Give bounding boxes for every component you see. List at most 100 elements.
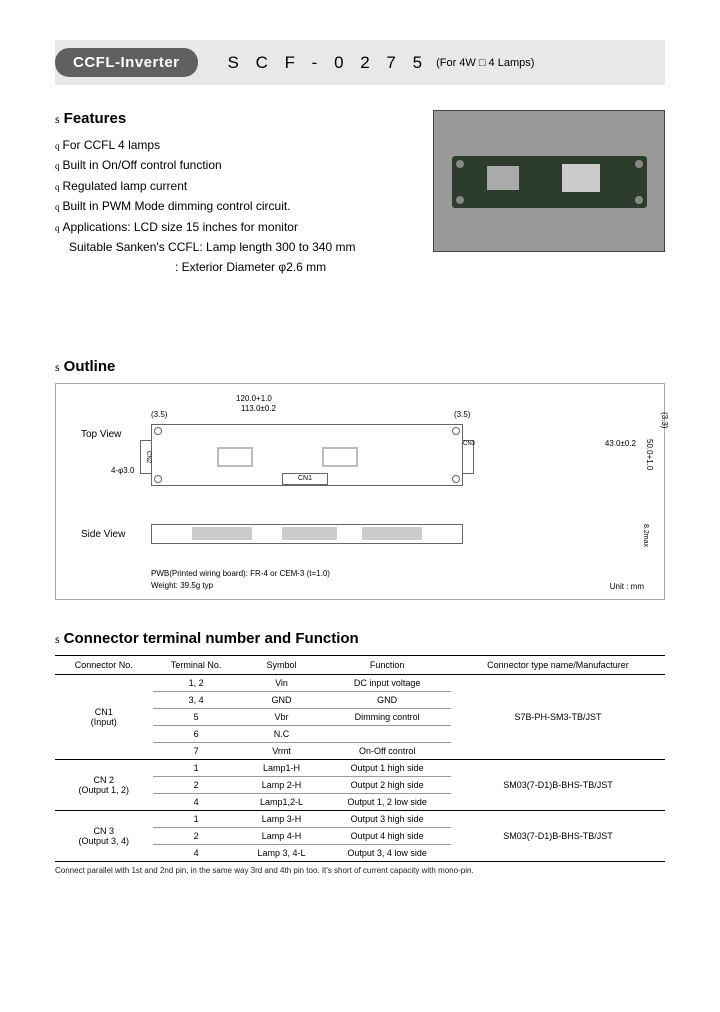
outline-heading: s Outline [55, 358, 665, 375]
dimension-label: (3.5) [454, 410, 470, 419]
side-component [282, 527, 337, 540]
features-row: s Features qFor CCFL 4 lamps qBuilt in On… [55, 110, 665, 278]
table-cell: On-Off control [323, 742, 451, 759]
table-cell: Vbr [240, 708, 324, 725]
table-cell: 5 [153, 708, 240, 725]
feature-sub-item: : Exterior Diameter φ2.6 mm [175, 257, 408, 277]
table-cell: DC input voltage [323, 674, 451, 691]
pcb-component [487, 166, 519, 190]
table-row: CN1(Input)1, 2VinDC input voltageS7B-PH-… [55, 674, 665, 691]
section-prefix: s [55, 632, 60, 646]
dimension-label: 120.0+1.0 [236, 394, 272, 403]
table-cell: 1 [153, 810, 240, 827]
connector-cn1: CN1 [282, 473, 328, 485]
dimension-label: 8.2max [642, 524, 649, 547]
connector-table: Connector No. Terminal No. Symbol Functi… [55, 655, 665, 862]
connector-section: sConnector terminal number and Function … [55, 630, 665, 875]
mount-hole [456, 196, 464, 204]
connector-cn3: CN3 [462, 440, 474, 474]
features-heading: s Features [55, 110, 408, 127]
feature-item: qBuilt in On/Off control function [55, 155, 408, 175]
dimension-label: 113.0±0.2 [241, 404, 276, 413]
datasheet-page: CCFL-Inverter S C F - 0 2 7 5 (For 4W □ … [0, 0, 720, 915]
table-cell: 2 [153, 827, 240, 844]
table-cell: GND [323, 691, 451, 708]
connector-type-cell: SM03(7-D1)B-BHS-TB/JST [451, 810, 665, 861]
outline-diagram: 120.0+1.0 113.0±0.2 (3.5) (3.5) Top View… [55, 383, 665, 600]
feature-item: qFor CCFL 4 lamps [55, 135, 408, 155]
mount-hole-icon [452, 475, 460, 483]
mount-hole-icon [452, 427, 460, 435]
mount-hole [635, 160, 643, 168]
table-cell [323, 725, 451, 742]
table-cell: 7 [153, 742, 240, 759]
mount-hole-icon [154, 475, 162, 483]
table-cell: Lamp 2-H [240, 776, 324, 793]
outline-title-text: Outline [64, 358, 116, 375]
section-prefix: s [55, 112, 60, 126]
top-view-label: Top View [81, 429, 121, 440]
table-cell: Lamp 3, 4-L [240, 844, 324, 861]
table-cell: Output 3 high side [323, 810, 451, 827]
side-component [362, 527, 422, 540]
table-cell: 1 [153, 759, 240, 776]
dimension-label: (3.5) [151, 410, 167, 419]
table-header: Terminal No. [153, 655, 240, 674]
connector-no-cell: CN 3(Output 3, 4) [55, 810, 153, 861]
table-cell: GND [240, 691, 324, 708]
dimension-label: 50.0+1.0 [645, 439, 654, 470]
table-cell: 2 [153, 776, 240, 793]
mount-hole [635, 196, 643, 204]
table-header: Connector No. [55, 655, 153, 674]
table-cell: 6 [153, 725, 240, 742]
product-photo [433, 110, 665, 252]
feature-item: qBuilt in PWM Mode dimming control circu… [55, 196, 408, 216]
pcb-top-outline: CN1 CN2 CN3 [151, 424, 463, 486]
feature-item: qApplications: LCD size 15 inches for mo… [55, 217, 408, 237]
unit-label: Unit : mm [610, 582, 644, 591]
table-cell: Lamp1,2-L [240, 793, 324, 810]
dimension-label: 4-φ3.0 [111, 466, 134, 475]
connector-no-cell: CN1(Input) [55, 674, 153, 759]
table-row: CN 3(Output 3, 4)1Lamp 3-HOutput 3 high … [55, 810, 665, 827]
table-header-row: Connector No. Terminal No. Symbol Functi… [55, 655, 665, 674]
table-cell: Vin [240, 674, 324, 691]
dimension-label: 43.0±0.2 [605, 439, 636, 448]
table-cell: Output 2 high side [323, 776, 451, 793]
product-subtitle: (For 4W □ 4 Lamps) [436, 57, 534, 69]
table-cell: N.C [240, 725, 324, 742]
pcb-side-outline [151, 524, 463, 544]
product-badge: CCFL-Inverter [55, 48, 198, 77]
connector-title-text: Connector terminal number and Function [64, 630, 359, 647]
component-outline [217, 447, 253, 467]
feature-sub-item: Suitable Sanken's CCFL: Lamp length 300 … [69, 237, 408, 257]
connector-heading: s Connector terminal number and Function [55, 630, 665, 647]
features-column: s Features qFor CCFL 4 lamps qBuilt in On… [55, 110, 408, 278]
table-header: Function [323, 655, 451, 674]
table-cell: Lamp 4-H [240, 827, 324, 844]
table-header: Connector type name/Manufacturer [451, 655, 665, 674]
table-cell: Lamp 3-H [240, 810, 324, 827]
section-prefix: s [55, 360, 60, 374]
component-outline [322, 447, 358, 467]
connector-type-cell: SM03(7-D1)B-BHS-TB/JST [451, 759, 665, 810]
connector-cn2: CN2 [140, 440, 152, 474]
mount-hole [456, 160, 464, 168]
mount-hole-icon [154, 427, 162, 435]
table-cell: Lamp1-H [240, 759, 324, 776]
dimension-label: (3.3) [660, 412, 669, 428]
table-cell: 1, 2 [153, 674, 240, 691]
header-bar: CCFL-Inverter S C F - 0 2 7 5 (For 4W □ … [55, 40, 665, 85]
table-cell: Output 1, 2 low side [323, 793, 451, 810]
table-cell: Dimming control [323, 708, 451, 725]
pwb-note: PWB(Printed wiring board): FR-4 or CEM-3… [151, 568, 330, 590]
features-title-text: Features [64, 110, 127, 127]
table-cell: Output 1 high side [323, 759, 451, 776]
table-header: Symbol [240, 655, 324, 674]
table-footnote: Connect parallel with 1st and 2nd pin, i… [55, 866, 665, 875]
pcb-component [562, 164, 600, 192]
connector-no-cell: CN 2(Output 1, 2) [55, 759, 153, 810]
table-cell: Output 4 high side [323, 827, 451, 844]
pcb-board [452, 156, 647, 208]
table-cell: Vrmt [240, 742, 324, 759]
